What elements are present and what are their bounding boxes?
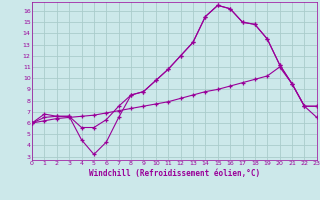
X-axis label: Windchill (Refroidissement éolien,°C): Windchill (Refroidissement éolien,°C)	[89, 169, 260, 178]
